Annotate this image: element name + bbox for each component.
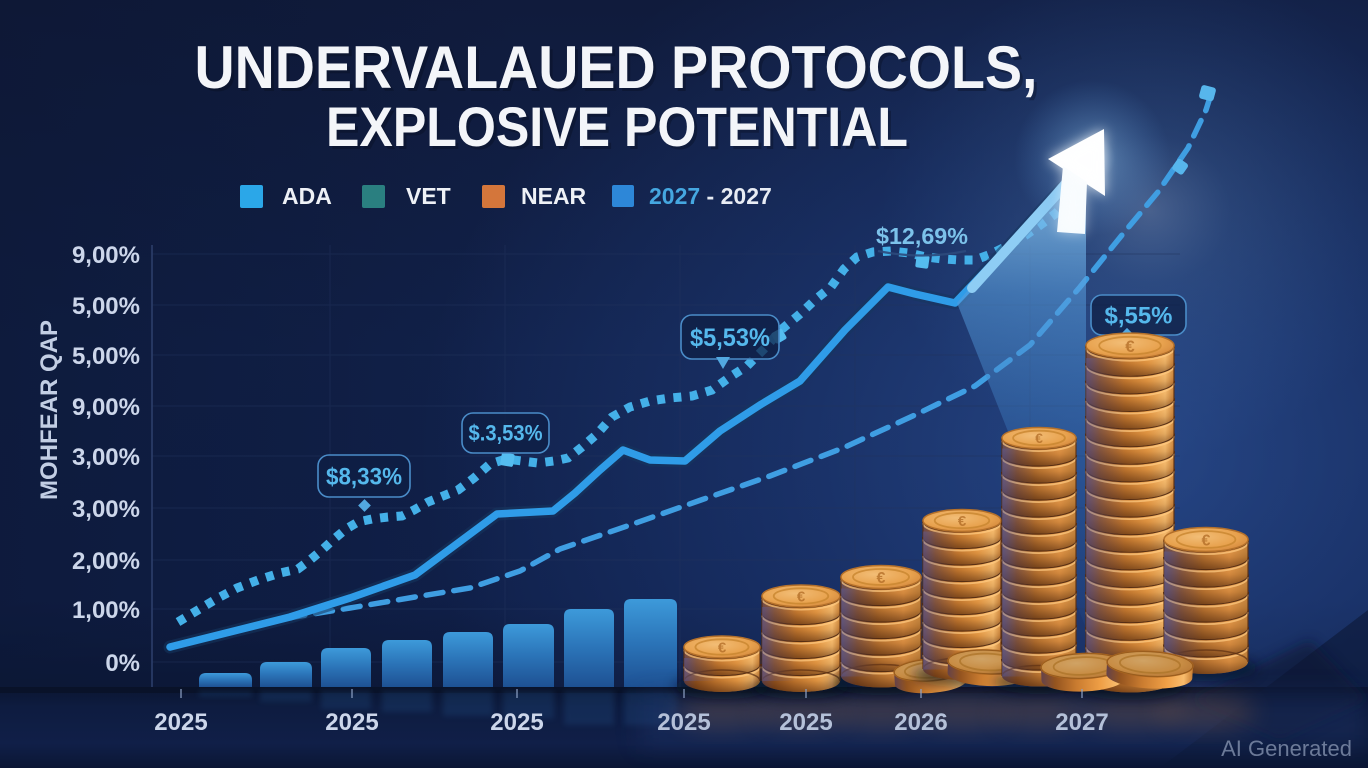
svg-text:2025: 2025 [325, 709, 378, 736]
svg-text:€: € [1125, 337, 1135, 356]
svg-text:9,00%: 9,00% [72, 394, 140, 421]
svg-text:5,00%: 5,00% [72, 293, 140, 320]
svg-text:2027: 2027 [1055, 709, 1108, 736]
svg-text:€: € [877, 570, 886, 587]
svg-text:UNDERVALAUED PROTOCOLS,: UNDERVALAUED PROTOCOLS, [195, 34, 1038, 101]
svg-text:3,00%: 3,00% [72, 496, 140, 523]
svg-text:0%: 0% [105, 650, 140, 677]
svg-text:2025: 2025 [779, 709, 832, 736]
svg-text:€: € [1202, 533, 1211, 550]
svg-text:2025: 2025 [154, 709, 207, 736]
svg-text:1,00%: 1,00% [72, 597, 140, 624]
svg-text:2027 - 2027: 2027 - 2027 [649, 183, 772, 209]
svg-text:5,00%: 5,00% [72, 343, 140, 370]
svg-text:€: € [1035, 430, 1043, 446]
svg-text:2,00%: 2,00% [72, 548, 140, 575]
svg-text:9,00%: 9,00% [72, 242, 140, 269]
svg-text:2026: 2026 [894, 709, 947, 736]
svg-text:ADA: ADA [282, 183, 332, 209]
svg-text:$12,69%: $12,69% [876, 223, 968, 249]
svg-text:€: € [958, 513, 967, 530]
svg-text:€: € [718, 640, 727, 657]
svg-text:€: € [797, 589, 806, 606]
svg-text:NEAR: NEAR [521, 183, 587, 209]
svg-text:3,00%: 3,00% [72, 444, 140, 471]
svg-text:2025: 2025 [657, 709, 710, 736]
svg-text:$5,53%: $5,53% [690, 324, 770, 352]
svg-text:$8,33%: $8,33% [326, 463, 402, 490]
svg-text:2025: 2025 [490, 709, 543, 736]
svg-text:$.3,53%: $.3,53% [469, 421, 543, 446]
svg-text:EXPLOSIVE POTENTIAL: EXPLOSIVE POTENTIAL [326, 95, 908, 158]
svg-text:AI Generated: AI Generated [1221, 736, 1352, 761]
svg-text:UNDERVALAUED PROTOCOLS,: UNDERVALAUED PROTOCOLS, [198, 37, 1041, 104]
svg-text:EXPLOSIVE POTENTIAL: EXPLOSIVE POTENTIAL [329, 98, 911, 161]
svg-text:MOHFEAR QAP: MOHFEAR QAP [36, 320, 63, 500]
svg-text:$,55%: $,55% [1105, 302, 1173, 329]
svg-text:VET: VET [406, 183, 451, 209]
